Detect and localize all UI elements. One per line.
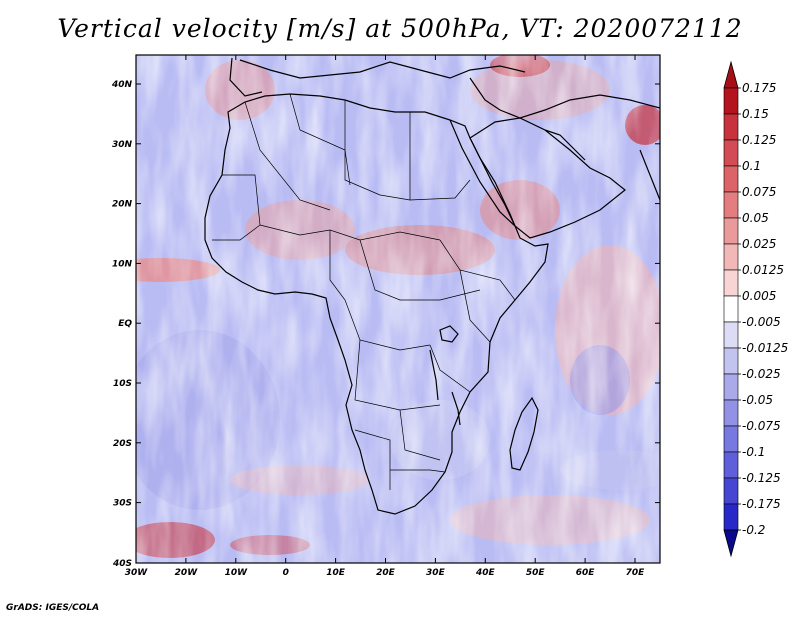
chart-title: Vertical velocity [m/s] at 500hPa, VT: 2… [57, 14, 743, 43]
india-coast [639, 149, 660, 201]
longitude-axis: 30W 20W 10W 0 10E 20E 30E 40E 50E 60E 70E [125, 55, 645, 578]
country-borders [212, 93, 516, 490]
iberia-coast [229, 57, 263, 97]
lon-label: 30E [426, 568, 446, 578]
colorbar-swatch [723, 295, 739, 323]
lat-label: 30N [112, 140, 133, 150]
colorbar-label: -0.1 [742, 445, 765, 459]
colorbar-swatch [723, 139, 739, 167]
colorbar-label: -0.025 [742, 367, 781, 381]
colorbar-swatch [723, 113, 739, 141]
colorbar-swatch [723, 399, 739, 427]
lake-malawi [451, 391, 461, 426]
madagascar-outline [509, 396, 539, 471]
colorbar-label: 0.075 [742, 185, 776, 199]
lon-label: 10E [326, 568, 346, 578]
colorbar-swatch [723, 451, 739, 479]
lon-label: 20W [175, 568, 199, 578]
colorbar-label: 0.125 [742, 133, 776, 147]
colorbar-swatch [723, 347, 739, 375]
lat-label: 10S [113, 379, 132, 389]
colorbar-swatch [723, 87, 739, 115]
lon-label: 60E [576, 568, 596, 578]
lon-label: 40E [475, 568, 496, 578]
colorbar-swatch [723, 243, 739, 271]
colorbar-label: 0.025 [742, 237, 776, 251]
lake-tanganyika [429, 349, 439, 401]
colorbar-label: 0.15 [742, 107, 769, 121]
colorbar-label: 0.175 [742, 81, 776, 95]
colorbar-label: -0.075 [742, 419, 781, 433]
colorbar-swatch [723, 321, 739, 349]
lat-label: EQ [118, 319, 132, 329]
colorbar-label: 0.0125 [742, 263, 784, 277]
lon-label: 50E [526, 568, 546, 578]
colorbar-swatch [723, 191, 739, 219]
credit-text: GrADS: IGES/COLA [6, 603, 100, 613]
lat-label: 20S [113, 439, 132, 449]
lat-label: 30S [113, 499, 132, 509]
colorbar-label: 0.05 [742, 211, 769, 225]
lat-label: 20N [112, 200, 133, 210]
colorbar-label: -0.0125 [742, 341, 788, 355]
field-plot [136, 55, 660, 563]
lake-victoria [439, 325, 459, 343]
colorbar-swatch [723, 503, 739, 531]
lon-label: 10W [225, 568, 249, 578]
latitude-axis: 40N 30N 20N 10N EQ 10S 20S 30S 40S [111, 80, 660, 569]
red-sea [449, 119, 516, 227]
colorbar-label: 0.1 [742, 159, 761, 173]
colorbar-top-arrow [723, 60, 739, 89]
colorbar-label: -0.005 [742, 315, 781, 329]
colorbar-swatch [723, 425, 739, 453]
europe-coast [239, 59, 526, 79]
colorbar-label: -0.2 [742, 523, 765, 537]
colorbar-swatch [723, 217, 739, 245]
colorbar-swatch [723, 269, 739, 297]
middle-east-coast [469, 77, 660, 119]
lat-label: 40S [112, 559, 132, 569]
colorbar: 0.175 0.15 0.125 0.1 0.075 0.05 0.025 0.0125 0.0… [723, 60, 788, 558]
arabia-outline [469, 117, 626, 239]
colorbar-label: -0.05 [742, 393, 773, 407]
colorbar-label: -0.175 [742, 497, 781, 511]
colorbar-swatch [723, 477, 739, 505]
lat-label: 10N [112, 259, 133, 269]
colorbar-bottom-arrow [723, 529, 739, 558]
lon-label: 20E [376, 568, 396, 578]
colorbar-swatch [723, 373, 739, 401]
lat-label: 40N [111, 80, 133, 90]
colorbar-label: -0.125 [742, 471, 781, 485]
lon-label: 0 [283, 568, 289, 578]
lon-label: 30W [125, 568, 149, 578]
map-frame [135, 54, 661, 564]
colorbar-label: 0.005 [742, 289, 776, 303]
lon-label: 70E [626, 568, 646, 578]
persian-gulf [544, 129, 586, 161]
colorbar-swatch [723, 165, 739, 193]
